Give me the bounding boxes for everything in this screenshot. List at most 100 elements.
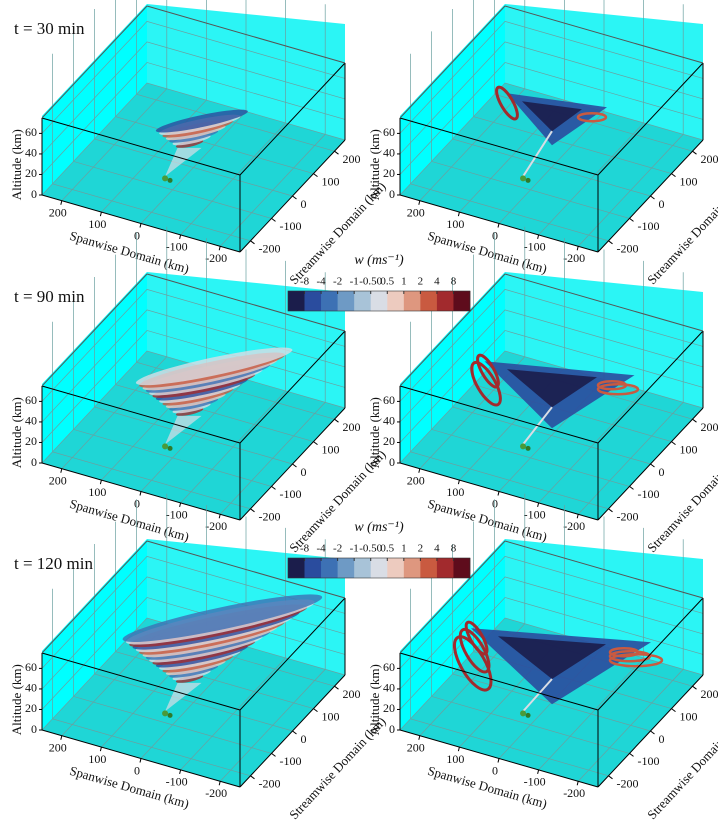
x-tick-label: 200 [49,740,67,754]
colorbar-tick-label: 1 [401,543,407,555]
colorbar-swatch [387,558,404,578]
colorbar-swatch [371,291,388,311]
y-tick-label: -100 [638,754,660,768]
colorbar-tick-label: 1 [401,276,407,288]
colorbar-swatch [305,558,322,578]
field-contour [162,443,168,449]
colorbar-tick-label: 8 [451,276,457,288]
tick-mark [251,509,255,512]
y-tick-label: -100 [280,487,302,501]
tick-mark [100,480,101,484]
x-tick-label: 200 [49,473,67,487]
tick-mark [577,514,578,518]
x-tick-label: 200 [407,205,425,219]
x-tick-label: 100 [446,217,464,231]
colorbar-swatch [420,291,437,311]
z-tick-label: 0 [389,187,395,201]
field-contour [520,443,526,449]
tick-mark [293,731,297,734]
field-contour [520,710,526,716]
y-tick-label: 200 [343,152,361,166]
x-tick-label: -200 [205,251,227,265]
field-contour [162,710,168,716]
colorbar-swatch [305,291,322,311]
field-contour [168,178,173,183]
tick-mark [630,218,634,221]
x-tick-label: 100 [88,485,106,499]
panel: 02040602001000-100-200-200-1000100200Alt… [9,0,389,287]
colorbar-swatch [321,558,338,578]
panel: 02040602001000-100-200-200-1000100200Alt… [9,494,389,822]
tick-mark [219,246,220,250]
colorbar-swatch [437,291,454,311]
z-tick-label: 20 [25,701,37,715]
x-tick-label: 100 [446,752,464,766]
field-contour [168,713,173,718]
x-tick-label: 200 [407,473,425,487]
colorbar-swatch [338,558,355,578]
field-contour [520,175,526,181]
tick-mark [251,241,255,244]
y-tick-label: -100 [638,219,660,233]
y-tick-label: 200 [701,420,718,434]
tick-mark [419,736,420,740]
x-tick-label: 0 [492,496,498,510]
figure: 02040602001000-100-200-200-1000100200Alt… [0,0,718,828]
tick-mark [693,419,697,422]
x-tick-label: 0 [134,228,140,242]
field-contour [526,713,531,718]
tick-mark [651,196,655,199]
tick-mark [180,770,181,774]
z-axis-label: Altitude (km) [9,397,24,468]
tick-mark [651,464,655,467]
colorbar-swatch [338,291,355,311]
z-tick-label: 20 [383,701,395,715]
colorbar-tick-label: 4 [434,276,440,288]
tick-mark [140,224,141,228]
tick-mark [419,469,420,473]
z-tick-label: 40 [25,681,37,695]
z-tick-label: 0 [389,722,395,736]
z-tick-label: 60 [25,660,37,674]
colorbar-tick-label: -1 [350,276,359,288]
x-tick-label: -100 [166,508,188,522]
colorbar-swatch [453,558,470,578]
x-tick-label: -100 [524,508,546,522]
colorbar-tick-label: 2 [418,276,424,288]
x-tick-label: 100 [88,217,106,231]
x-tick-label: -100 [524,240,546,254]
y-tick-label: 0 [659,465,665,479]
y-tick-label: -200 [259,242,281,256]
tick-mark [335,686,339,689]
panel: 02040602001000-100-200-200-1000100200Alt… [367,0,718,287]
tick-mark [314,174,318,177]
z-axis-label: Altitude (km) [9,129,24,200]
x-tick-label: 0 [134,763,140,777]
colorbar-swatch [404,291,421,311]
tick-mark [693,151,697,154]
z-tick-label: 40 [25,414,37,428]
colorbar-label: w (ms⁻¹) [354,253,404,268]
y-tick-label: -100 [280,219,302,233]
y-tick-label: 100 [680,442,698,456]
z-axis-label: Altitude (km) [367,129,382,200]
y-tick-label: -200 [617,777,639,791]
colorbar-tick-label: -8 [300,276,310,288]
x-tick-label: 200 [49,205,67,219]
y-tick-label: 200 [701,152,718,166]
tick-mark [293,196,297,199]
y-tick-label: 100 [680,709,698,723]
tick-mark [538,503,539,507]
x-tick-label: 100 [446,485,464,499]
x-tick-label: -200 [563,786,585,800]
tick-mark [693,686,697,689]
tick-mark [672,174,676,177]
panel-title: t = 120 min [14,554,94,573]
z-tick-label: 20 [25,434,37,448]
colorbar-swatch [354,558,371,578]
tick-mark [630,753,634,756]
colorbar-swatch [288,558,305,578]
y-tick-label: -200 [259,510,281,524]
tick-mark [609,509,613,512]
y-tick-label: -200 [617,510,639,524]
